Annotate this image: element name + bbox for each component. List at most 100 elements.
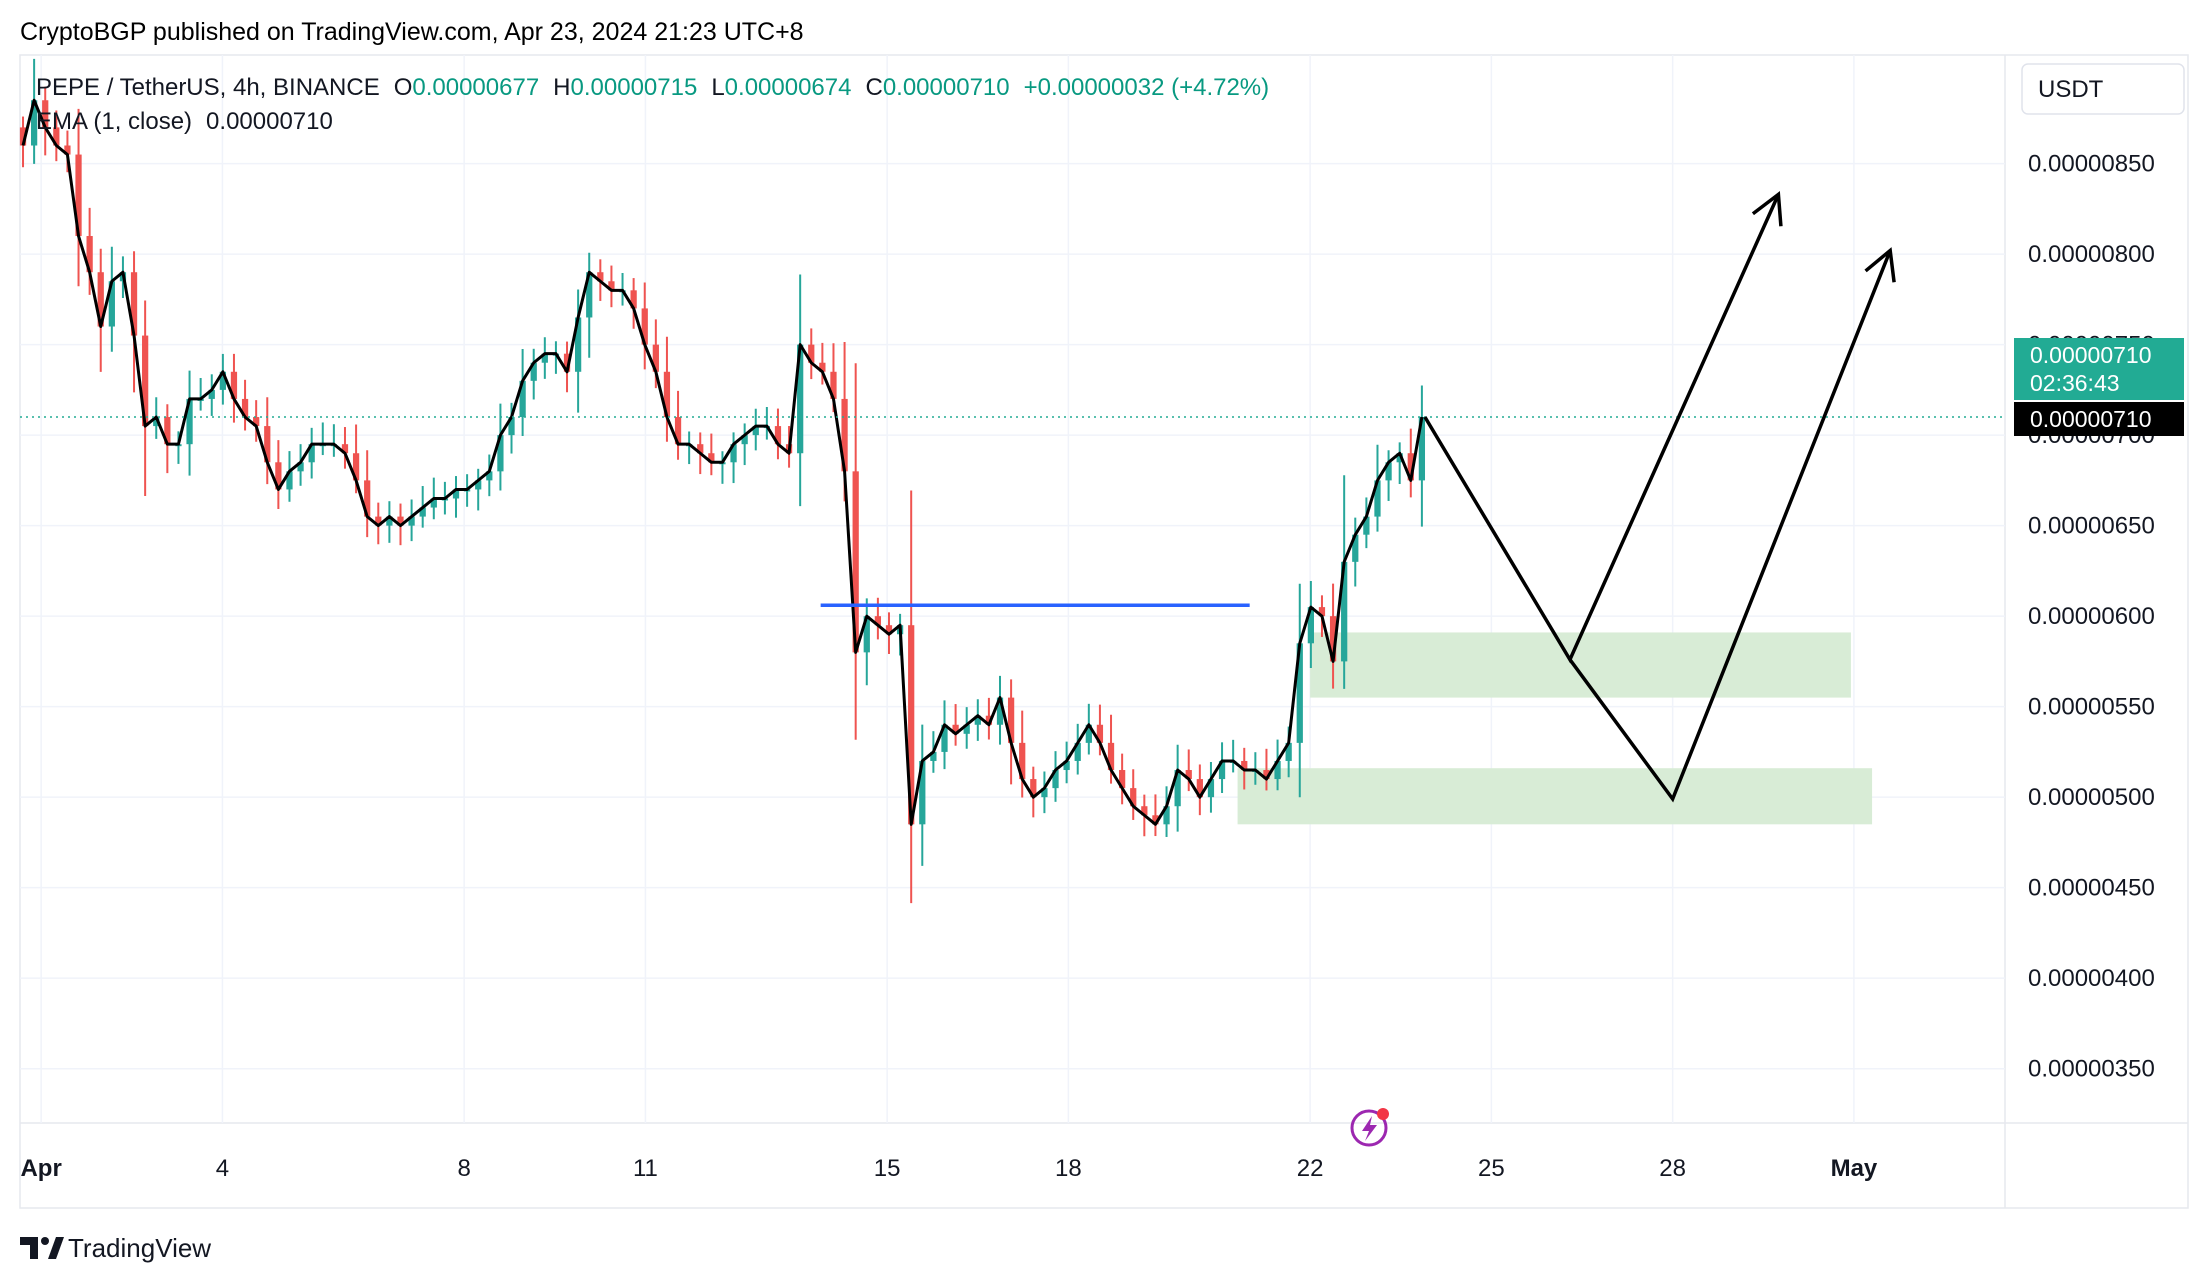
candle-body	[941, 724, 948, 752]
candle-body	[608, 281, 615, 291]
last-price-value: 0.00000710	[2030, 342, 2152, 368]
x-tick-label: 18	[1055, 1155, 1082, 1182]
candle-body	[108, 281, 115, 327]
candle-body	[1074, 742, 1081, 761]
candle-body	[1352, 534, 1359, 562]
candle-body	[508, 417, 515, 436]
candle-body	[497, 435, 504, 472]
candle-body	[830, 371, 837, 399]
candle-body	[774, 426, 782, 445]
legend-ema: EMA (1, close) 0.00000710	[36, 108, 333, 135]
candle-body	[1318, 607, 1326, 617]
currency-label: USDT	[2038, 76, 2104, 103]
candle-body	[1341, 561, 1348, 662]
legend-low: 0.00000674	[725, 74, 852, 101]
candle-body	[863, 616, 870, 653]
candle-body	[286, 471, 293, 490]
candle-body	[1285, 742, 1292, 761]
y-tick-label: 0.00000850	[2028, 151, 2155, 178]
candle-body	[241, 398, 249, 418]
candle-body	[142, 335, 149, 427]
y-tick-label: 0.00000400	[2028, 965, 2155, 992]
candle-body	[219, 371, 226, 390]
candle-body	[808, 344, 815, 363]
candle-body	[1263, 770, 1270, 780]
candle-body	[1274, 760, 1281, 780]
candle-body	[164, 417, 171, 445]
candle-body	[819, 362, 826, 372]
candle-body	[375, 516, 382, 526]
candle-body	[1030, 779, 1037, 798]
candle-body	[1207, 779, 1215, 798]
x-tick-label: 4	[216, 1155, 229, 1182]
y-tick-label: 0.00000600	[2028, 603, 2155, 630]
candle-body	[230, 371, 238, 399]
candle-body	[75, 154, 82, 237]
legend-high: 0.00000715	[571, 74, 698, 101]
candle-body	[1063, 760, 1070, 771]
ema-polyline	[21, 98, 1424, 826]
candle-body	[386, 516, 393, 526]
candle-body	[275, 462, 282, 490]
lightning-icon[interactable]	[1350, 1108, 1389, 1147]
candle-body	[408, 516, 415, 526]
candle-body	[297, 462, 304, 472]
candle-body	[1329, 616, 1337, 662]
candle-body	[452, 489, 460, 499]
projection-arrow-2-arrowhead	[1864, 247, 1896, 283]
candle-body	[419, 507, 426, 517]
candle-body	[1374, 480, 1381, 517]
projection-arrow-1-arrowhead	[1751, 191, 1783, 227]
candle-body	[1007, 697, 1015, 743]
candle-body	[741, 435, 748, 445]
countdown: 02:36:43	[2030, 370, 2120, 396]
candle-body	[1196, 779, 1203, 798]
last-price-tag: 0.00000710 02:36:43	[2014, 338, 2184, 400]
publish-header: CryptoBGP published on TradingView.com, …	[20, 18, 804, 46]
candle-body	[852, 471, 859, 653]
candle-body	[597, 272, 604, 282]
candle-body	[730, 444, 737, 463]
x-tick-label: 28	[1659, 1155, 1686, 1182]
candle-body	[1363, 516, 1370, 535]
legend-open: 0.00000677	[412, 74, 539, 101]
y-tick-label: 0.00000800	[2028, 241, 2155, 268]
y-tick-label: 0.00000350	[2028, 1056, 2155, 1083]
candle-body	[1130, 788, 1137, 807]
candle-body	[486, 471, 493, 481]
candle-body	[1185, 770, 1192, 780]
candle-body	[1107, 742, 1115, 771]
candle-body	[985, 715, 993, 725]
candle-body	[841, 398, 848, 472]
x-tick-label: 8	[457, 1155, 470, 1182]
candle-body	[519, 380, 526, 418]
candle-body	[630, 290, 637, 309]
candle-body	[930, 751, 937, 761]
candle-body	[19, 127, 27, 146]
candle-body	[1119, 770, 1126, 789]
x-tick-label: May	[1831, 1155, 1878, 1182]
candle-body	[963, 724, 970, 734]
candle-body	[1396, 453, 1403, 463]
currency-button[interactable]: USDT	[2021, 63, 2185, 115]
legend-low-label: L	[711, 74, 724, 101]
candle-body	[652, 344, 659, 372]
legend-symbol: PEPE / TetherUS, 4h, BINANCE	[36, 74, 380, 101]
candle-body	[952, 724, 959, 734]
candle-body	[1052, 770, 1059, 789]
x-tick-label: 15	[874, 1155, 901, 1182]
candle-body	[1085, 724, 1092, 743]
y-tick-label: 0.00000500	[2028, 784, 2155, 811]
candle-body	[996, 697, 1004, 725]
candle-body	[874, 616, 882, 626]
candle-body	[674, 417, 682, 445]
demand-zone	[1310, 632, 1851, 698]
candle-body	[586, 272, 593, 318]
candle-body	[1096, 724, 1104, 743]
legend-close: 0.00000710	[883, 74, 1010, 101]
ema-line	[21, 98, 1424, 826]
candle-body	[919, 760, 926, 825]
x-tick-label: Apr	[20, 1155, 61, 1182]
x-tick-label: 22	[1297, 1155, 1324, 1182]
